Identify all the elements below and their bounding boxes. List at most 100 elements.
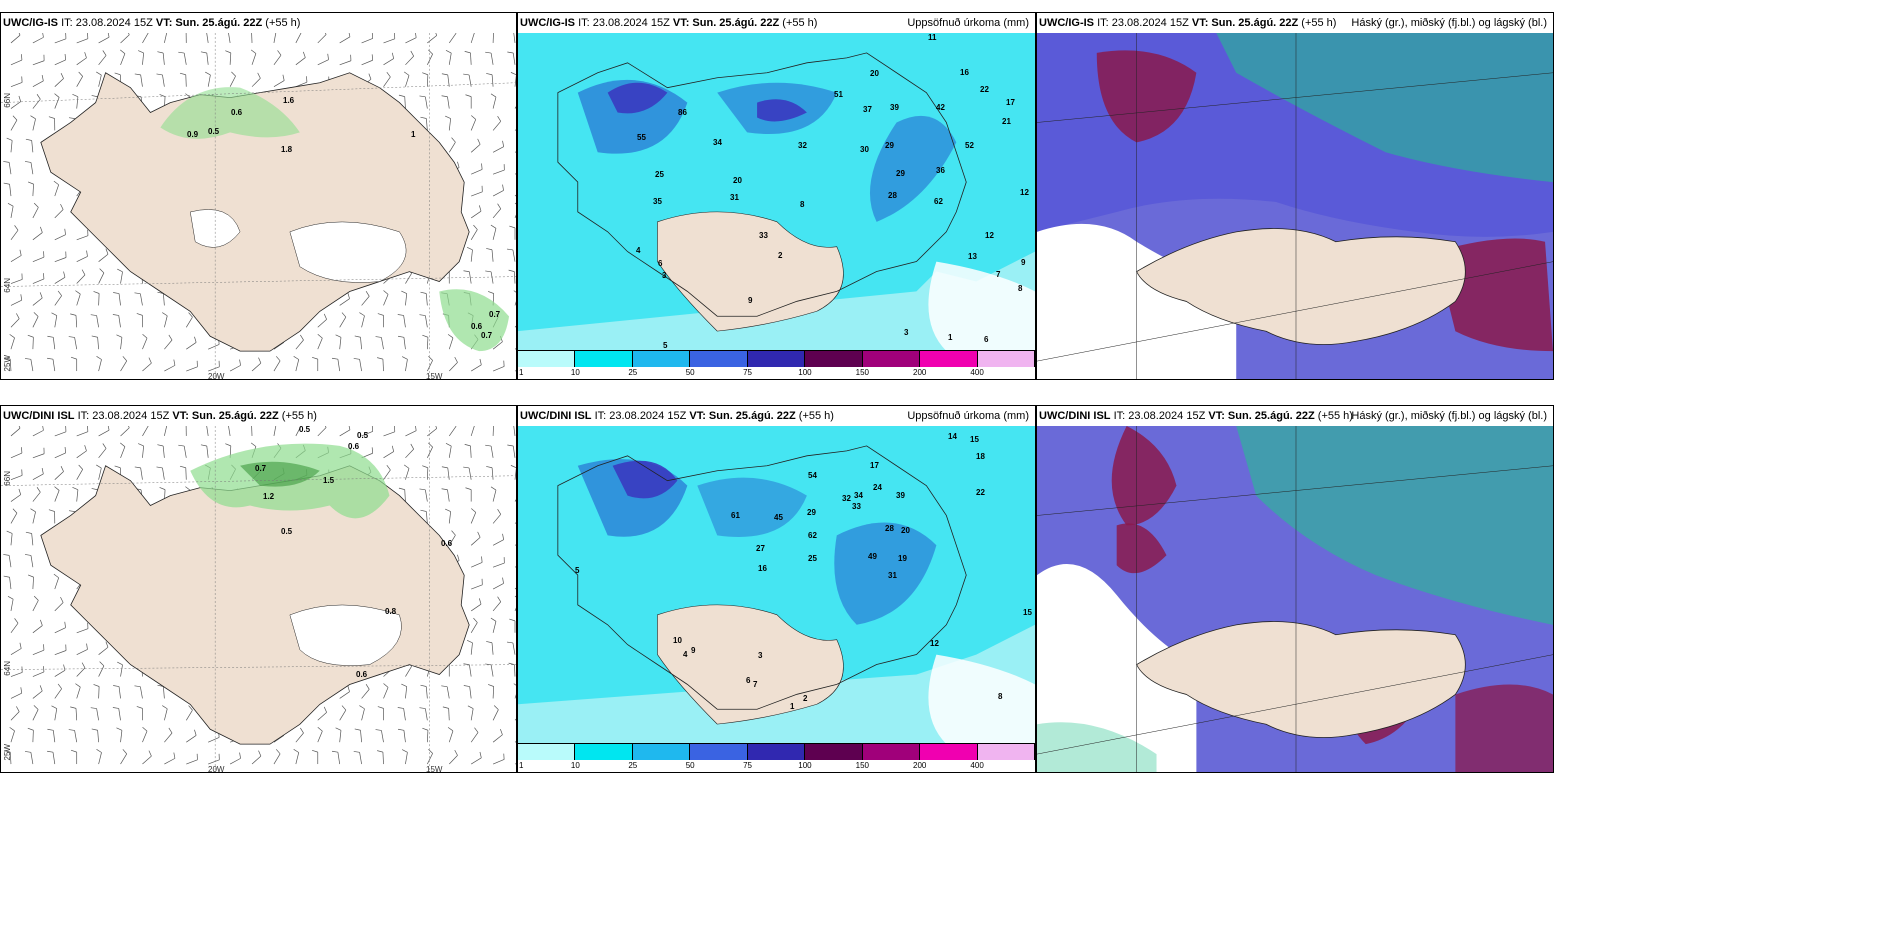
lead-time: (+55 h): [1301, 17, 1337, 29]
value-label: 1: [411, 130, 416, 139]
wind-barb-shaft: [54, 78, 64, 87]
wind-barb-flag: [48, 116, 55, 119]
wind-barb-flag: [485, 663, 492, 666]
wind-barb-flag: [422, 334, 429, 338]
wind-barb-flag: [451, 137, 456, 143]
wind-barb-shaft: [76, 274, 86, 284]
wind-barb-shaft: [382, 752, 384, 765]
value-label: 29: [807, 508, 816, 517]
wind-barb-flag: [419, 707, 426, 709]
map-wind[interactable]: [1, 33, 516, 379]
wind-barb-shaft: [448, 33, 457, 44]
value-label: 9: [691, 646, 696, 655]
wind-barb-shaft: [140, 686, 143, 699]
panel-wind-bottom: UWC/DINI ISL IT: 23.08.2024 15Z VT: Sun.…: [0, 405, 517, 773]
wind-barb-shaft: [118, 315, 121, 328]
wind-barb-flag: [348, 426, 351, 430]
wind-barb-shaft: [448, 446, 452, 458]
wind-barb-shaft: [10, 206, 14, 218]
wind-barb-shaft: [10, 730, 15, 743]
wind-barb-shaft: [54, 452, 66, 459]
wind-barb-shaft: [98, 467, 102, 480]
wind-barb-shaft: [317, 319, 327, 328]
wind-barb-flag: [420, 116, 427, 119]
wind-barb-shaft: [9, 752, 12, 765]
value-label: 11: [928, 33, 937, 42]
wind-barb-shaft: [359, 752, 362, 765]
value-label: 42: [936, 103, 945, 112]
value-label: 29: [896, 169, 905, 178]
wind-barb-shaft: [492, 709, 499, 721]
map-precip[interactable]: [518, 33, 1035, 351]
wind-barb-flag: [487, 291, 494, 294]
wind-barb-shaft: [10, 427, 21, 437]
wind-barb-shaft: [76, 667, 86, 677]
wind-barb-shaft: [98, 272, 105, 284]
axis-label-lon: 15W: [426, 765, 443, 773]
wind-barb-shaft: [448, 118, 452, 131]
axis-label-lon: 20W: [208, 765, 225, 773]
value-label: 14: [948, 432, 957, 441]
value-label: 54: [808, 471, 817, 480]
wind-barb-flag: [477, 138, 481, 145]
wind-barb-flag: [81, 269, 86, 276]
wind-barb-flag: [465, 487, 472, 490]
wind-barb-flag: [474, 727, 479, 733]
wind-barb-shaft: [492, 601, 502, 612]
wind-barb-flag: [200, 51, 207, 54]
wind-barb-shaft: [361, 315, 365, 328]
wind-barb-flag: [185, 486, 191, 491]
wind-barb-shaft: [32, 473, 44, 480]
wind-barb-flag: [138, 443, 144, 447]
wind-barb-flag: [142, 333, 148, 339]
wind-barb-shaft: [512, 249, 516, 262]
wind-barb-shaft: [183, 53, 187, 65]
wind-barb-flag: [12, 508, 18, 514]
wind-barb-shaft: [98, 36, 110, 44]
value-label: 39: [890, 103, 899, 112]
wind-barb-shaft: [32, 184, 34, 197]
wind-barb-shaft: [383, 431, 395, 437]
map-precip[interactable]: [518, 426, 1035, 744]
wind-barb-flag: [173, 752, 176, 759]
value-label: 6: [984, 335, 989, 344]
wind-barb-flag: [502, 140, 504, 147]
map-wind[interactable]: [1, 426, 516, 772]
colorbar-swatch: [805, 351, 863, 367]
wind-barb-flag: [18, 488, 22, 495]
wind-barb-flag: [481, 163, 483, 170]
wind-barb-shaft: [186, 366, 198, 372]
value-label: 62: [934, 197, 943, 206]
wind-barb-flag: [3, 554, 10, 556]
wind-barb-flag: [91, 728, 98, 731]
wind-barb-flag: [327, 53, 329, 60]
wind-barb-flag: [497, 203, 502, 209]
value-label: 7: [753, 680, 758, 689]
map-cloud[interactable]: [1037, 426, 1553, 772]
wind-barb-shaft: [471, 169, 483, 175]
wind-barb-flag: [422, 465, 428, 469]
wind-barb-flag: [4, 750, 11, 753]
wind-barb-flag: [27, 574, 34, 578]
init-time: IT: 23.08.2024 15Z: [594, 410, 687, 422]
wind-barb-flag: [391, 52, 395, 59]
wind-barb-shaft: [54, 708, 58, 721]
wind-barb-flag: [68, 336, 75, 338]
wind-barb-shaft: [76, 235, 89, 241]
wind-barb-shaft: [491, 642, 494, 655]
wind-barb-shaft: [162, 74, 165, 87]
value-label: 13: [968, 252, 977, 261]
value-label: 0.7: [489, 310, 501, 319]
wind-barb-shaft: [490, 271, 494, 284]
wind-barb-flag: [9, 727, 15, 732]
value-label: 0.6: [356, 670, 368, 679]
wind-barb-shaft: [426, 337, 429, 350]
wind-barb-shaft: [470, 210, 482, 219]
wind-barb-shaft: [359, 359, 362, 372]
wind-barb-shaft: [469, 664, 472, 677]
wind-barb-shaft: [295, 732, 304, 743]
map-cloud[interactable]: [1037, 33, 1553, 379]
colorbar-tick: 200: [913, 761, 927, 770]
wind-barb-flag: [354, 728, 361, 731]
wind-barb-flag: [509, 618, 516, 622]
